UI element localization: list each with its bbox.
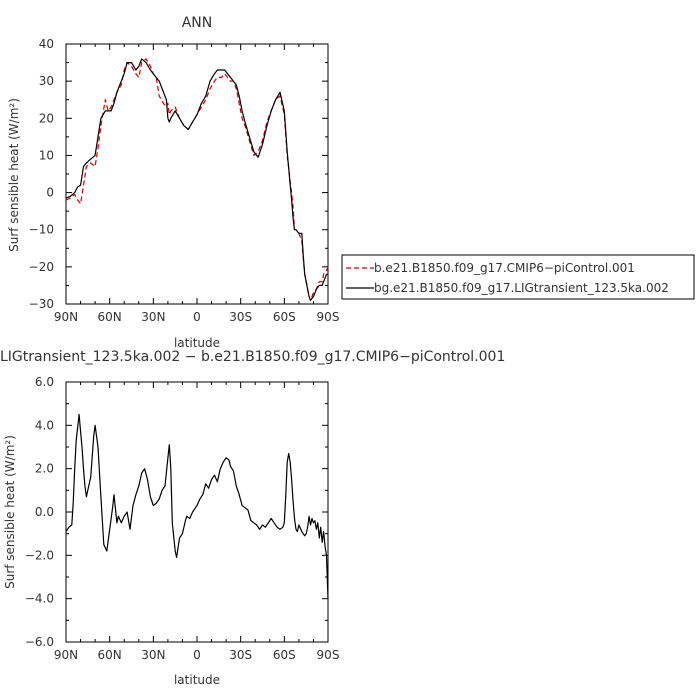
bottom-y-axis-label: Surf sensible heat (W/m²) bbox=[3, 435, 17, 589]
top-x-axis-label: latitude bbox=[174, 336, 220, 350]
legend-entry-label: b.e21.B1850.f09_g17.CMIP6−piControl.001 bbox=[374, 261, 635, 275]
x-tick-label: 90S bbox=[317, 310, 340, 324]
y-tick-label: −20 bbox=[29, 260, 54, 274]
x-tick-label: 30N bbox=[141, 648, 165, 662]
top-legend: b.e21.B1850.f09_g17.CMIP6−piControl.001b… bbox=[341, 254, 695, 300]
y-tick-label: −6.0 bbox=[25, 635, 54, 649]
top-axes bbox=[65, 43, 329, 305]
top-chart-title: ANN bbox=[182, 15, 213, 31]
bottom-axes bbox=[65, 381, 329, 643]
y-tick-label: −2.0 bbox=[25, 548, 54, 562]
bottom-panel: LIGtransient_123.5ka.002 − b.e21.B1850.f… bbox=[0, 349, 505, 687]
bottom-chart-title: LIGtransient_123.5ka.002 − b.e21.B1850.f… bbox=[0, 349, 505, 365]
y-tick-label: 0 bbox=[46, 186, 54, 200]
y-tick-label: −30 bbox=[29, 297, 54, 311]
x-tick-label: 60N bbox=[98, 310, 122, 324]
y-tick-label: 0.0 bbox=[35, 505, 54, 519]
y-tick-label: 20 bbox=[39, 111, 54, 125]
series-line-1 bbox=[65, 58, 328, 301]
x-tick-label: 90N bbox=[54, 310, 78, 324]
series-line-0 bbox=[65, 413, 329, 599]
y-tick-label: 4.0 bbox=[35, 418, 54, 432]
bottom-x-axis-label: latitude bbox=[174, 673, 220, 687]
legend-box bbox=[341, 254, 695, 300]
y-tick-label: 10 bbox=[39, 148, 54, 162]
x-tick-label: 30S bbox=[229, 648, 252, 662]
y-tick-label: −4.0 bbox=[25, 592, 54, 606]
x-tick-label: 90N bbox=[54, 648, 78, 662]
top-series-lines bbox=[65, 58, 329, 301]
top-panel: ANN Surf sensible heat (W/m²) latitude 9… bbox=[7, 15, 695, 350]
y-tick-label: 6.0 bbox=[35, 375, 54, 389]
y-tick-label: 2.0 bbox=[35, 462, 54, 476]
y-tick-label: 30 bbox=[39, 74, 54, 88]
x-tick-label: 0 bbox=[193, 310, 201, 324]
bottom-tick-labels: 90N 60N 30N 0 30S 60S 90S 6.0 4.0 2.0 0.0 −2.0 −4.0 −… bbox=[25, 375, 340, 662]
x-tick-label: 30S bbox=[229, 310, 252, 324]
x-tick-label: 60S bbox=[273, 310, 296, 324]
x-tick-label: 30N bbox=[141, 310, 165, 324]
plot-frame bbox=[65, 381, 329, 643]
top-tick-labels: 90N 60N 30N 0 30S 60S 90S 40 30 20 10 0 −10 −20 −30 bbox=[29, 37, 340, 324]
top-y-axis-label: Surf sensible heat (W/m²) bbox=[7, 98, 21, 252]
x-tick-label: 60S bbox=[273, 648, 296, 662]
bottom-series-lines bbox=[65, 413, 329, 599]
x-tick-label: 90S bbox=[317, 648, 340, 662]
x-tick-label: 60N bbox=[98, 648, 122, 662]
series-line-0 bbox=[65, 58, 329, 301]
y-tick-label: 40 bbox=[39, 37, 54, 51]
y-tick-label: −10 bbox=[29, 223, 54, 237]
x-tick-label: 0 bbox=[193, 648, 201, 662]
legend-entry-label: bg.e21.B1850.f09_g17.LIGtransient_123.5k… bbox=[374, 281, 669, 295]
